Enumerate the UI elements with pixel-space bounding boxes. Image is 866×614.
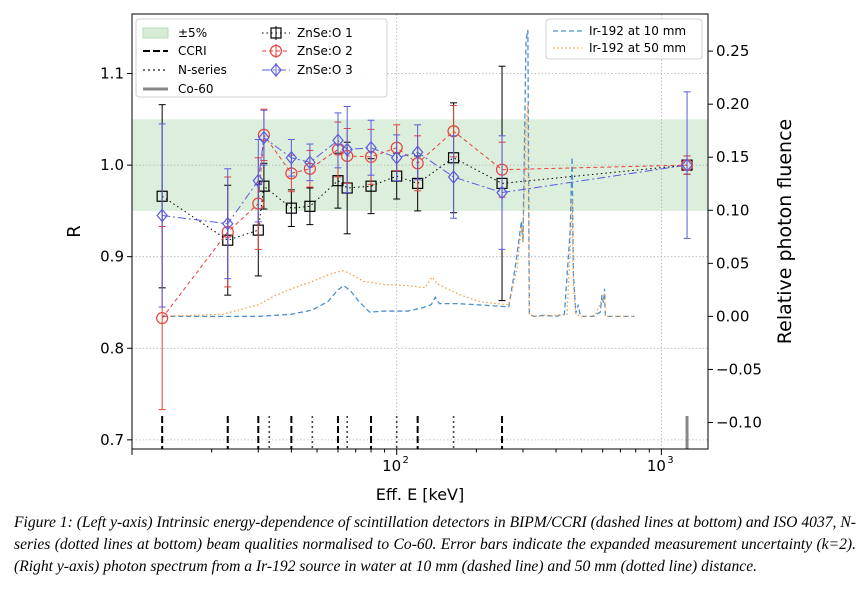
left-tick-label-4: 1.1 [100, 65, 124, 83]
legend-left-label-1: CCRI [178, 44, 207, 58]
data-point-s2-11 [447, 135, 460, 219]
marker-diamond [332, 133, 344, 148]
x-axis-title: Eff. E [keV] [376, 485, 464, 504]
marker-diamond [258, 130, 270, 145]
data-point-s0-4 [285, 189, 297, 227]
marker-diamond [252, 173, 265, 188]
series-line-4 [162, 104, 635, 318]
legend-marker-square [270, 27, 282, 39]
left-tick-label-2: 0.9 [100, 248, 124, 266]
legend-left: ±5% CCRI N-series Co-60 ZnSe:O 1 ZnSe:O 2 ZnSe… [135, 18, 388, 98]
marker-diamond [681, 158, 693, 173]
series-line-2 [162, 136, 688, 225]
data-point-s2-4 [285, 138, 298, 177]
chart: 0.7 0.8 0.9 1.0 1.1 −0.10 −0.05 0.00 0.05 0.10 0.1… [64, 13, 796, 504]
legend-band-swatch [142, 27, 169, 39]
axes: 0.7 0.8 0.9 1.0 1.1 −0.10 −0.05 0.00 0.05 0.10 0.1… [100, 42, 762, 475]
x-tick-exponent-1: 3 [667, 455, 673, 466]
legend-right-label-1: Ir-192 at 50 mm [589, 41, 686, 55]
marker-square [285, 202, 297, 214]
x-tick-exponent-0: 2 [403, 455, 409, 466]
marker-diamond [221, 216, 234, 231]
spectra [162, 29, 635, 318]
legend-right-box [545, 18, 703, 60]
legend-left-box [135, 18, 388, 98]
left-tick-label-0: 0.7 [100, 431, 124, 449]
legend-left-series-label-0: ZnSe:O 1 [297, 26, 353, 40]
data-point-s2-13 [681, 91, 693, 239]
detector-series [156, 65, 694, 411]
right-axis-title: Relative photon fluence [774, 119, 796, 344]
data-point-s2-1 [221, 168, 234, 280]
marker-diamond [496, 185, 508, 200]
marker-diamond [365, 140, 377, 155]
marker-diamond [411, 145, 424, 160]
data-point-s2-12 [496, 135, 508, 250]
beam-markers [161, 416, 689, 449]
marker-diamond [304, 155, 316, 170]
marker-diamond [447, 170, 460, 184]
data-point-s2-7 [341, 105, 353, 194]
data-point-s2-0 [156, 123, 168, 308]
data-point-s2-10 [411, 124, 424, 181]
data-point-s0-5 [304, 187, 316, 226]
marker-square [304, 200, 316, 212]
right-tick-label-2: 0.00 [716, 307, 749, 325]
legend-marker-diamond [270, 63, 282, 77]
legend-left-series-label-2: ZnSe:O 3 [297, 63, 353, 77]
legend-left-series-label-1: ZnSe:O 2 [297, 44, 353, 58]
data-point-s2-8 [365, 119, 377, 176]
right-tick-label-6: 0.20 [716, 95, 749, 113]
left-axis-title: R [64, 225, 85, 238]
x-tick-label-0: 10 [382, 457, 401, 475]
right-tick-label-7: 0.25 [716, 42, 749, 60]
marker-diamond [341, 142, 353, 157]
right-tick-label-1: −0.05 [716, 360, 762, 378]
data-point-s2-9 [390, 134, 403, 182]
right-tick-label-5: 0.15 [716, 148, 749, 166]
marker-diamond [285, 150, 298, 165]
data-point-s2-5 [304, 143, 316, 182]
right-tick-label-0: −0.10 [716, 413, 762, 431]
right-tick-label-4: 0.10 [716, 201, 749, 219]
right-tick-label-3: 0.05 [716, 254, 749, 272]
marker-diamond [390, 150, 403, 165]
plot-frame [131, 13, 709, 450]
legend-left-label-2: N-series [178, 63, 227, 77]
legend-left-label-3: Co-60 [178, 82, 214, 96]
left-tick-label-3: 1.0 [100, 156, 124, 174]
data-point-s2-6 [332, 112, 344, 169]
legend-right: Ir-192 at 10 mm Ir-192 at 50 mm [545, 18, 703, 60]
data-point-s2-3 [258, 109, 270, 166]
series-line-3 [162, 29, 635, 318]
figure-caption: Figure 1: (Left y-axis) Intrinsic energy… [14, 514, 856, 575]
legend-left-label-0: ±5% [178, 26, 207, 40]
legend-marker-circle [269, 44, 283, 58]
marker-circle [156, 311, 169, 325]
legend-right-label-0: Ir-192 at 10 mm [589, 24, 686, 38]
x-tick-label-1: 10 [647, 457, 666, 475]
marker-diamond [156, 208, 168, 223]
left-tick-label-1: 0.8 [100, 339, 124, 357]
data-point-s2-2 [252, 138, 265, 223]
